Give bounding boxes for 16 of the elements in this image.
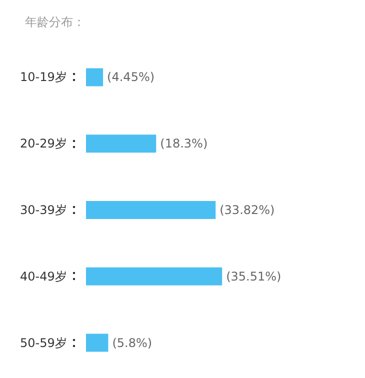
data-label: (18.3%) [160, 136, 208, 151]
data-label: (35.51%) [226, 269, 282, 284]
y-tick-label: 40-49岁 [20, 269, 67, 284]
bar [86, 267, 222, 286]
bar [86, 334, 108, 352]
data-label: (5.8%) [112, 336, 152, 350]
y-tick-label: 10-19岁 [20, 70, 67, 84]
bar [86, 68, 104, 86]
data-label: (4.45%) [107, 70, 155, 84]
chart-title: 年龄分布： [25, 15, 85, 29]
data-label: (33.82%) [220, 203, 275, 217]
y-tick-label: 50-59岁 [20, 336, 67, 350]
y-tick-label: 30-39岁 [20, 203, 67, 217]
bar [86, 134, 156, 153]
bar [86, 201, 216, 219]
y-tick-label: 20-29岁 [20, 136, 67, 151]
